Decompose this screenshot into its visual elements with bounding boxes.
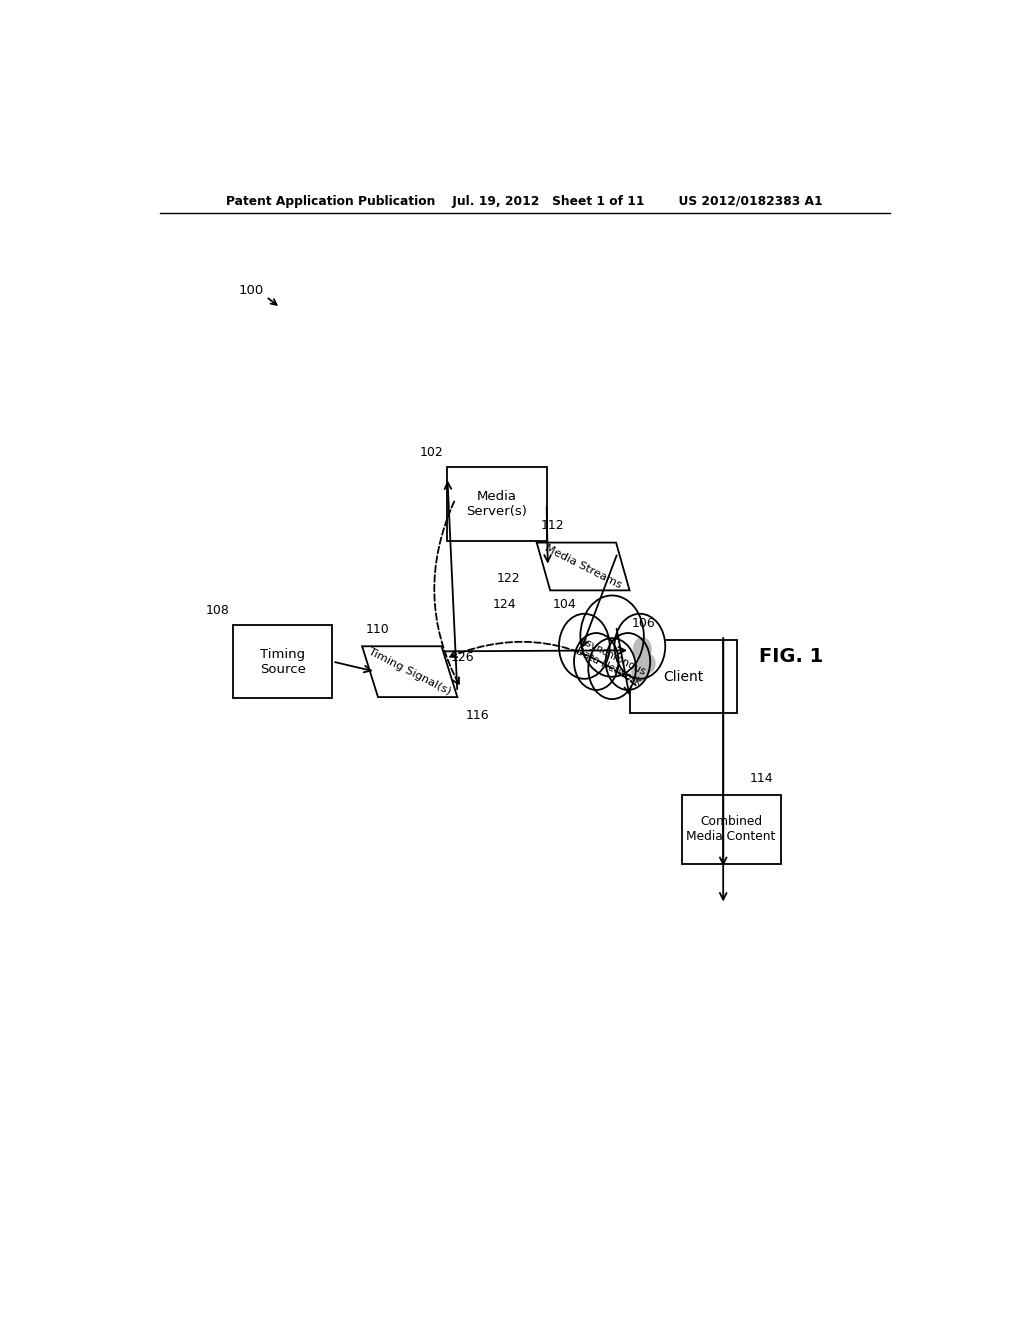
Text: 100: 100 [239, 284, 263, 297]
Bar [682, 795, 780, 863]
Bar [447, 467, 547, 541]
Text: Client: Client [664, 669, 703, 684]
Text: 112: 112 [541, 520, 564, 532]
Circle shape [640, 653, 655, 673]
Text: Media
Server(s): Media Server(s) [467, 490, 527, 517]
Text: Patent Application Publication    Jul. 19, 2012   Sheet 1 of 11        US 2012/0: Patent Application Publication Jul. 19, … [226, 194, 823, 207]
Text: 108: 108 [205, 603, 229, 616]
Circle shape [633, 638, 651, 661]
Text: Combined
Media Content: Combined Media Content [686, 816, 776, 843]
Circle shape [588, 638, 636, 700]
Text: 104: 104 [553, 598, 577, 611]
Text: 126: 126 [451, 651, 474, 664]
Circle shape [581, 595, 644, 677]
Text: Media Streams: Media Streams [543, 543, 624, 590]
Circle shape [614, 614, 666, 678]
Text: 114: 114 [750, 771, 773, 784]
Text: 116: 116 [465, 709, 488, 722]
Circle shape [559, 614, 609, 678]
Circle shape [574, 634, 618, 690]
Text: Timing Signal(s): Timing Signal(s) [367, 647, 453, 697]
Circle shape [631, 660, 648, 682]
Text: 102: 102 [420, 446, 443, 459]
Text: 122: 122 [497, 573, 520, 585]
Text: 106: 106 [632, 616, 655, 630]
Polygon shape [362, 647, 458, 697]
Bar [630, 640, 737, 713]
Text: 110: 110 [367, 623, 390, 636]
Circle shape [606, 634, 650, 690]
Text: Asynchronous
Data Network: Asynchronous Data Network [572, 635, 648, 688]
Text: 124: 124 [494, 598, 517, 611]
Polygon shape [537, 543, 630, 590]
Text: Timing
Source: Timing Source [260, 648, 306, 676]
Bar [233, 624, 333, 698]
Text: FIG. 1: FIG. 1 [759, 647, 822, 665]
